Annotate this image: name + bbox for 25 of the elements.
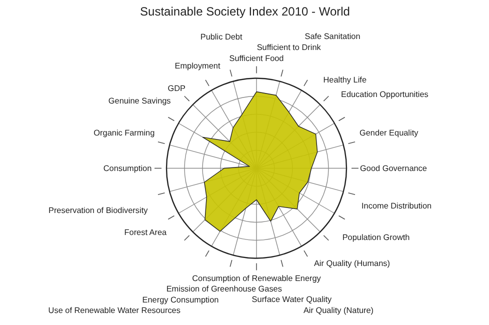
spoke-label: GDP: [168, 84, 186, 93]
spoke-label: Surface Water Quality: [252, 295, 332, 304]
spoke-label: Organic Farming: [94, 128, 156, 138]
spoke-label: Healthy Life: [323, 75, 367, 84]
spoke-label: Gender Equality: [359, 128, 420, 138]
spoke-label: Sufficient to Drink: [256, 43, 322, 52]
spoke-label: Sufficient Food: [229, 54, 284, 63]
spoke-label: Public Debt: [200, 32, 243, 42]
spoke-label: Energy Consumption: [142, 295, 220, 304]
spoke-label: Income Distribution: [362, 201, 432, 210]
spoke-label: Consumption: [103, 164, 152, 173]
spoke-label: Employment: [174, 62, 221, 71]
spoke-label: Preservation of Biodiversity: [48, 206, 149, 216]
spoke-label: Education Opportunities: [340, 90, 428, 99]
spoke-label: Genuine Savings: [108, 96, 171, 106]
spoke-label: Good Governance: [360, 164, 428, 173]
spoke-label: Forest Area: [124, 228, 168, 237]
spoke-label: Population Growth: [342, 232, 410, 242]
spoke-label: Safe Sanitation: [304, 32, 361, 42]
spoke-label: Air Quality (Humans): [314, 259, 390, 268]
spoke-label: Consumption of Renewable Energy: [192, 274, 322, 283]
spoke-label: Air Quality (Nature): [303, 306, 374, 315]
chart-title: Sustainable Society Index 2010 - World: [140, 4, 350, 18]
spoke-label: Use of Renewable Water Resources: [48, 306, 180, 315]
spoke-label: Emission of Greenhouse Gases: [166, 284, 282, 294]
